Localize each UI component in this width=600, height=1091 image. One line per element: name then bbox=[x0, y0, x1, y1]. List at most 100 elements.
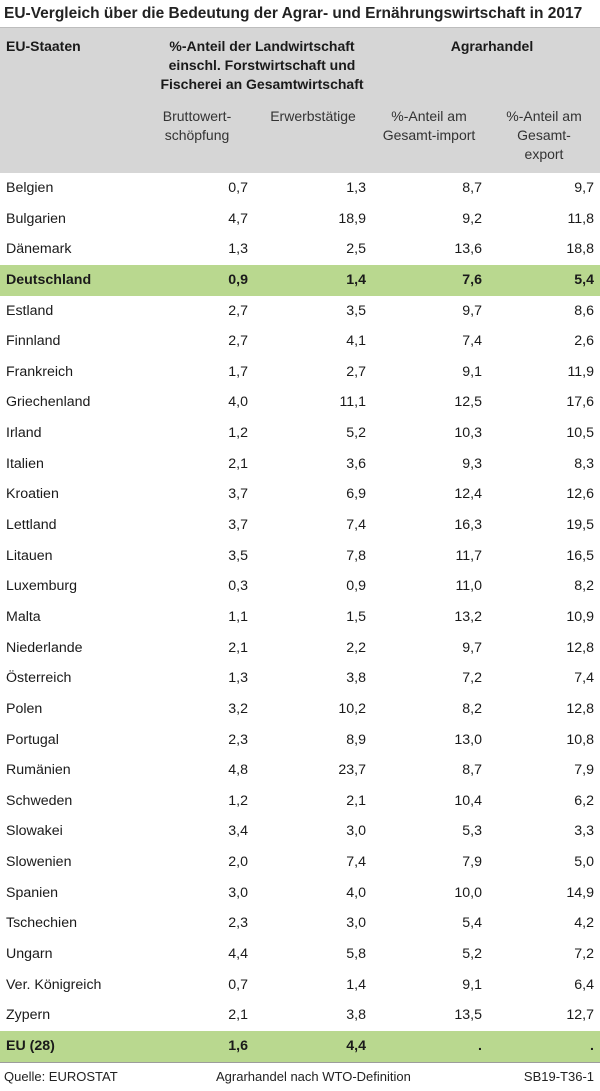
country-cell: Belgien bbox=[6, 180, 54, 196]
erwerbstaetige-cell: 18,9 bbox=[338, 210, 366, 227]
bruttowertschoepfung-cell: 0,7 bbox=[228, 976, 248, 993]
table-row: Griechenland 4,0 11,1 12,5 17,6 bbox=[0, 387, 600, 418]
table-row: Dänemark 1,3 2,5 13,6 18,8 bbox=[0, 234, 600, 265]
table-row: Tschechien 2,3 3,0 5,4 4,2 bbox=[0, 908, 600, 939]
header-trade-group: Agrarhandel bbox=[450, 38, 534, 54]
erwerbstaetige-cell: 4,0 bbox=[346, 884, 366, 901]
bruttowertschoepfung-cell: 3,4 bbox=[228, 823, 248, 840]
export-share-cell: 6,4 bbox=[574, 976, 594, 993]
country-cell: Luxemburg bbox=[6, 578, 77, 595]
bruttowertschoepfung-cell: 1,2 bbox=[228, 792, 248, 809]
bruttowertschoepfung-cell: 3,5 bbox=[228, 547, 248, 564]
erwerbstaetige-cell: 8,9 bbox=[346, 731, 366, 748]
country-cell: Bulgarien bbox=[6, 210, 66, 227]
export-share-cell: 2,6 bbox=[574, 333, 594, 350]
table-row: Slowenien 2,0 7,4 7,9 5,0 bbox=[0, 847, 600, 878]
header-line: %-Anteil am bbox=[506, 108, 582, 124]
country-cell: Finnland bbox=[6, 333, 61, 350]
table-row: Luxemburg 0,3 0,9 11,0 8,2 bbox=[0, 571, 600, 602]
export-share-cell: 11,8 bbox=[567, 210, 594, 227]
definition-note: Agrarhandel nach WTO-Definition bbox=[216, 1068, 411, 1084]
header-col-export-share: %-Anteil am Gesamt- export bbox=[490, 107, 598, 164]
erwerbstaetige-cell: 3,8 bbox=[346, 1007, 366, 1024]
table-row: Ungarn 4,4 5,8 5,2 7,2 bbox=[0, 939, 600, 970]
export-share-cell: 12,8 bbox=[566, 700, 594, 717]
erwerbstaetige-cell: 5,8 bbox=[346, 946, 366, 963]
export-share-cell: 8,2 bbox=[574, 578, 594, 595]
export-share-cell: 17,6 bbox=[566, 394, 594, 411]
export-share-cell: 6,2 bbox=[574, 792, 594, 809]
table-row: Niederlande 2,1 2,2 9,7 12,8 bbox=[0, 633, 600, 664]
import-share-cell: 5,4 bbox=[462, 915, 482, 932]
erwerbstaetige-cell: 2,2 bbox=[346, 639, 366, 656]
import-share-cell: 11,7 bbox=[455, 547, 482, 564]
country-cell: Zypern bbox=[6, 1007, 51, 1024]
export-share-cell: 10,5 bbox=[566, 425, 594, 442]
erwerbstaetige-cell: 3,5 bbox=[346, 302, 366, 319]
country-cell: Ungarn bbox=[6, 946, 53, 963]
import-share-cell: 7,4 bbox=[462, 333, 482, 350]
bruttowertschoepfung-cell: 2,3 bbox=[228, 915, 248, 932]
header-line: Gesamt- bbox=[517, 127, 571, 143]
export-share-cell: 10,8 bbox=[566, 731, 594, 748]
export-share-cell: 5,0 bbox=[574, 854, 594, 871]
bruttowertschoepfung-cell: 3,2 bbox=[228, 700, 248, 717]
erwerbstaetige-cell: 3,0 bbox=[346, 915, 366, 932]
table-row: Finnland 2,7 4,1 7,4 2,6 bbox=[0, 326, 600, 357]
header-country: EU-Staaten bbox=[6, 38, 81, 54]
header-share-line: einschl. Forstwirtschaft und bbox=[168, 57, 356, 73]
export-share-cell: 12,8 bbox=[566, 639, 594, 656]
export-share-cell: 12,7 bbox=[566, 1007, 594, 1024]
bruttowertschoepfung-cell: 4,0 bbox=[228, 394, 248, 411]
import-share-cell: 5,2 bbox=[462, 946, 482, 963]
bruttowertschoepfung-cell: 2,7 bbox=[228, 333, 248, 350]
bruttowertschoepfung-cell: 1,3 bbox=[228, 241, 248, 258]
export-share-cell: 5,4 bbox=[574, 271, 594, 288]
table-row: Frankreich 1,7 2,7 9,1 11,9 bbox=[0, 357, 600, 388]
import-share-cell: 9,1 bbox=[462, 976, 482, 993]
header-col-erwerbstaetige: Erwerbstätige bbox=[256, 107, 370, 126]
country-cell: Estland bbox=[6, 302, 54, 319]
country-cell: Slowenien bbox=[6, 854, 72, 871]
table-row: Ver. Königreich 0,7 1,4 9,1 6,4 bbox=[0, 970, 600, 1001]
export-share-cell: 11,9 bbox=[567, 363, 594, 380]
bruttowertschoepfung-cell: 4,4 bbox=[228, 946, 248, 963]
header-line: Bruttowert- bbox=[162, 108, 232, 124]
country-cell: Deutschland bbox=[6, 271, 92, 288]
country-cell: Spanien bbox=[6, 884, 59, 901]
bruttowertschoepfung-cell: 1,7 bbox=[228, 363, 248, 380]
erwerbstaetige-cell: 0,9 bbox=[346, 578, 366, 595]
import-share-cell: 10,4 bbox=[454, 792, 482, 809]
import-share-cell: 13,0 bbox=[454, 731, 482, 748]
header-col-import-share: %-Anteil am Gesamt-import bbox=[370, 107, 488, 145]
export-share-cell: 18,8 bbox=[566, 241, 594, 258]
bruttowertschoepfung-cell: 4,8 bbox=[228, 762, 248, 779]
erwerbstaetige-cell: 2,1 bbox=[346, 792, 366, 809]
country-cell: Tschechien bbox=[6, 915, 77, 932]
country-cell: Portugal bbox=[6, 731, 59, 748]
source-note: Quelle: EUROSTAT bbox=[4, 1068, 118, 1084]
export-share-cell: 7,4 bbox=[574, 670, 594, 687]
erwerbstaetige-cell: 10,2 bbox=[338, 700, 366, 717]
country-cell: EU (28) bbox=[6, 1037, 55, 1054]
erwerbstaetige-cell: 2,5 bbox=[346, 241, 366, 258]
import-share-cell: 7,6 bbox=[462, 271, 482, 288]
header-line: export bbox=[524, 146, 564, 162]
table-row: Rumänien 4,8 23,7 8,7 7,9 bbox=[0, 755, 600, 786]
table-row: Polen 3,2 10,2 8,2 12,8 bbox=[0, 694, 600, 725]
bruttowertschoepfung-cell: 0,9 bbox=[228, 271, 248, 288]
import-share-cell: 13,5 bbox=[454, 1007, 482, 1024]
bruttowertschoepfung-cell: 2,1 bbox=[228, 639, 248, 656]
import-share-cell: 12,4 bbox=[454, 486, 482, 503]
import-share-cell: . bbox=[478, 1037, 482, 1054]
table-row: Slowakei 3,4 3,0 5,3 3,3 bbox=[0, 816, 600, 847]
erwerbstaetige-cell: 7,4 bbox=[346, 854, 366, 871]
country-cell: Kroatien bbox=[6, 486, 59, 503]
export-share-cell: 10,9 bbox=[566, 608, 594, 625]
country-cell: Irland bbox=[6, 425, 42, 442]
export-share-cell: 14,9 bbox=[566, 884, 594, 901]
bruttowertschoepfung-cell: 2,3 bbox=[228, 731, 248, 748]
bruttowertschoepfung-cell: 2,7 bbox=[228, 302, 248, 319]
erwerbstaetige-cell: 11,1 bbox=[339, 394, 366, 411]
import-share-cell: 12,5 bbox=[454, 394, 482, 411]
